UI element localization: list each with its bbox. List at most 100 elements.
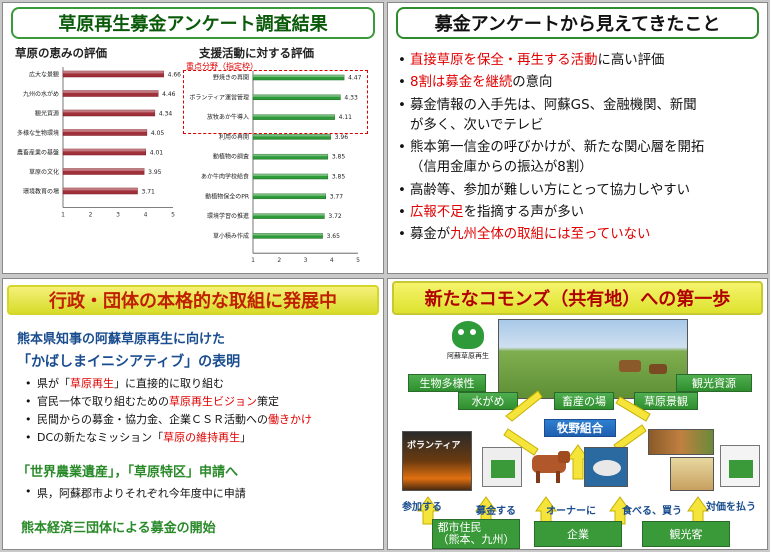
chart1-bar (62, 129, 148, 136)
chart2-bar (252, 134, 331, 140)
initiative-item-2: 官民一体で取り組むための草原再生ビジョン策定 (25, 393, 312, 411)
chart2-category-label: 動植物保全のPR (205, 192, 249, 200)
chart2-category-label: 利用の再開 (219, 133, 249, 141)
slide3-title: 行政・団体の本格的な取組に発展中 (7, 285, 379, 315)
findings-list: 直接草原を保全・再生する活動に高い評価 8割は募金を継続の意向 募金情報の入手先… (398, 51, 759, 248)
focus-area-label: 重点分野（指定枠） (186, 62, 258, 71)
heritage-application-item: 県，阿蘇郡市よりそれぞれ今年度中に申請 (25, 485, 246, 501)
heritage-application-heading: 「世界農業遺産」，「草原特区」申請へ (17, 465, 239, 480)
slide-survey-results: 草原再生募金アンケート調査結果 草原の恵みの評価 支援活動に対する評価 重点分野… (2, 2, 384, 274)
chart2-category-label: 動植物の調査 (213, 153, 249, 161)
chart2-category-label: 放牧あか牛導入 (207, 113, 249, 121)
chart2-bar-highlight (253, 154, 328, 157)
label-eat-buy: 食べる、買う (622, 506, 682, 517)
box-livestock: 畜産の場 (554, 392, 614, 410)
chart1-category-label: 草原の文化 (29, 168, 59, 176)
initiative-item-4: DCの新たなミッション「草原の維持再生」 (25, 429, 312, 447)
initiative-lead: 熊本県知事の阿蘇草原再生に向けた (17, 332, 226, 347)
chart2-tick-label: 3 (304, 257, 308, 264)
chart2-bar-highlight (253, 193, 326, 196)
label-participate: 参加する (402, 502, 442, 513)
chart2-value-label: 3.96 (335, 134, 349, 141)
chart1-value-label: 4.66 (168, 72, 182, 79)
chart1-value-label: 3.95 (148, 169, 162, 176)
chart2-category-label: あか牛肉学校給食 (201, 173, 249, 181)
chart2-bar (252, 94, 341, 101)
chart1-bar-highlight (63, 168, 145, 171)
focus-area-box (183, 70, 368, 134)
chart2-value-label: 3.85 (332, 174, 346, 181)
slide1-title: 草原再生募金アンケート調査結果 (11, 7, 375, 39)
chart2-tick-label: 4 (330, 257, 334, 264)
slide2-title: 募金アンケートから見えてきたこと (396, 7, 759, 39)
chart2-category-label: ボランティア運営管理 (189, 93, 249, 101)
chart1-category-label: 観光資源 (35, 110, 59, 118)
chart2-bar (252, 233, 323, 239)
cow-silhouette (619, 360, 641, 372)
box-landscape: 草原景観 (634, 392, 698, 410)
chart2-bar-highlight (253, 174, 328, 176)
chart1-tick-label: 2 (89, 212, 93, 219)
chart1-value-label: 4.46 (162, 91, 176, 98)
collection-box-image (720, 445, 760, 487)
box-companies: 企業 (534, 521, 622, 547)
volunteer-photo: ボランティア (402, 431, 472, 491)
chart2-value-label: 3.77 (330, 193, 344, 200)
finding-7: 募金が九州全体の取組には至っていない (398, 225, 759, 246)
chart1-bar-highlight (63, 188, 138, 191)
chart1-category-label: 多様な生物環境 (17, 129, 59, 137)
chart2-value-label: 4.11 (339, 114, 353, 121)
finding-6: 広報不足を指摘する声が多い (398, 203, 759, 224)
economic-groups-heading: 熊本経済三団体による募金の開始 (21, 521, 216, 536)
chart1-category-label: 広大な景観 (29, 71, 59, 79)
cow-silhouette (649, 364, 667, 374)
chart1-bar-highlight (63, 129, 147, 132)
chart2-bar (252, 213, 325, 219)
chart1-value-label: 4.01 (150, 150, 164, 157)
aso-grassland-logo: 阿蘇草原再生 (444, 319, 492, 363)
flow-arrows (417, 390, 709, 525)
chart2-bar-highlight (253, 94, 341, 97)
chart1-category-label: 農畜産業の基盤 (17, 149, 59, 157)
chart2-tick-label: 2 (277, 257, 281, 264)
chart1-value-label: 3.71 (142, 189, 156, 196)
chart1-bar-highlight (63, 71, 164, 74)
chart1-value-label: 4.05 (151, 130, 165, 137)
chart1-tick-label: 3 (116, 212, 120, 219)
slide-new-commons: 新たなコモンズ（共有地）への第一歩 阿蘇草原再生 生物多様性 観光資源 水がめ … (387, 278, 768, 550)
initiative-item-3: 民間からの募金・協力金、企業ＣＳＲ活動への働きかけ (25, 411, 312, 429)
chart1-bar-highlight (63, 149, 146, 152)
chart1-value-label: 4.34 (159, 111, 173, 118)
initiative-items: 県が「草原再生」に直接的に取り組む 官民一体で取り組むための草原再生ビジョン策定… (25, 375, 312, 447)
chart1-bar-highlight (63, 110, 155, 113)
slide4-title: 新たなコモンズ（共有地）への第一歩 (392, 281, 763, 315)
chart1-bar (62, 109, 156, 117)
chart1-bar (62, 168, 145, 175)
label-pay: 対価を払う (706, 502, 756, 513)
chart2-bar-highlight (253, 213, 325, 216)
chart2-bar-highlight (253, 114, 335, 117)
donation-box-image (482, 447, 522, 487)
chart2-bar (252, 114, 335, 120)
box-water-source: 水がめ (458, 392, 518, 410)
chart2-value-label: 4.33 (344, 94, 358, 101)
chart1-bar (62, 70, 164, 78)
chart2-bar (252, 173, 329, 180)
chart2-category-label: 野焼きの再開 (213, 74, 249, 82)
chart2-bar-highlight (253, 134, 331, 137)
initiative-item-1: 県が「草原再生」に直接的に取り組む (25, 375, 312, 393)
chart1-bar (62, 187, 138, 195)
cow-image (528, 449, 572, 485)
slide-government-initiatives: 行政・団体の本格的な取組に発展中 熊本県知事の阿蘇草原再生に向けた 「かばしまイ… (2, 278, 384, 550)
chart1-bar (62, 148, 147, 156)
chart2-category-label: 草小積み作成 (213, 232, 249, 240)
chart2-tick-label: 5 (356, 257, 360, 264)
chart1-category-label: 九州の水がめ (23, 90, 59, 98)
chart2-category-label: 環境学習の推進 (207, 212, 249, 220)
grassland-photo (498, 319, 688, 399)
chart2-value-label: 3.85 (332, 154, 346, 161)
label-owner: オーナーに (546, 506, 596, 517)
chart2-bar (252, 193, 326, 200)
chart2-title: 支援活動に対する評価 (199, 46, 314, 60)
